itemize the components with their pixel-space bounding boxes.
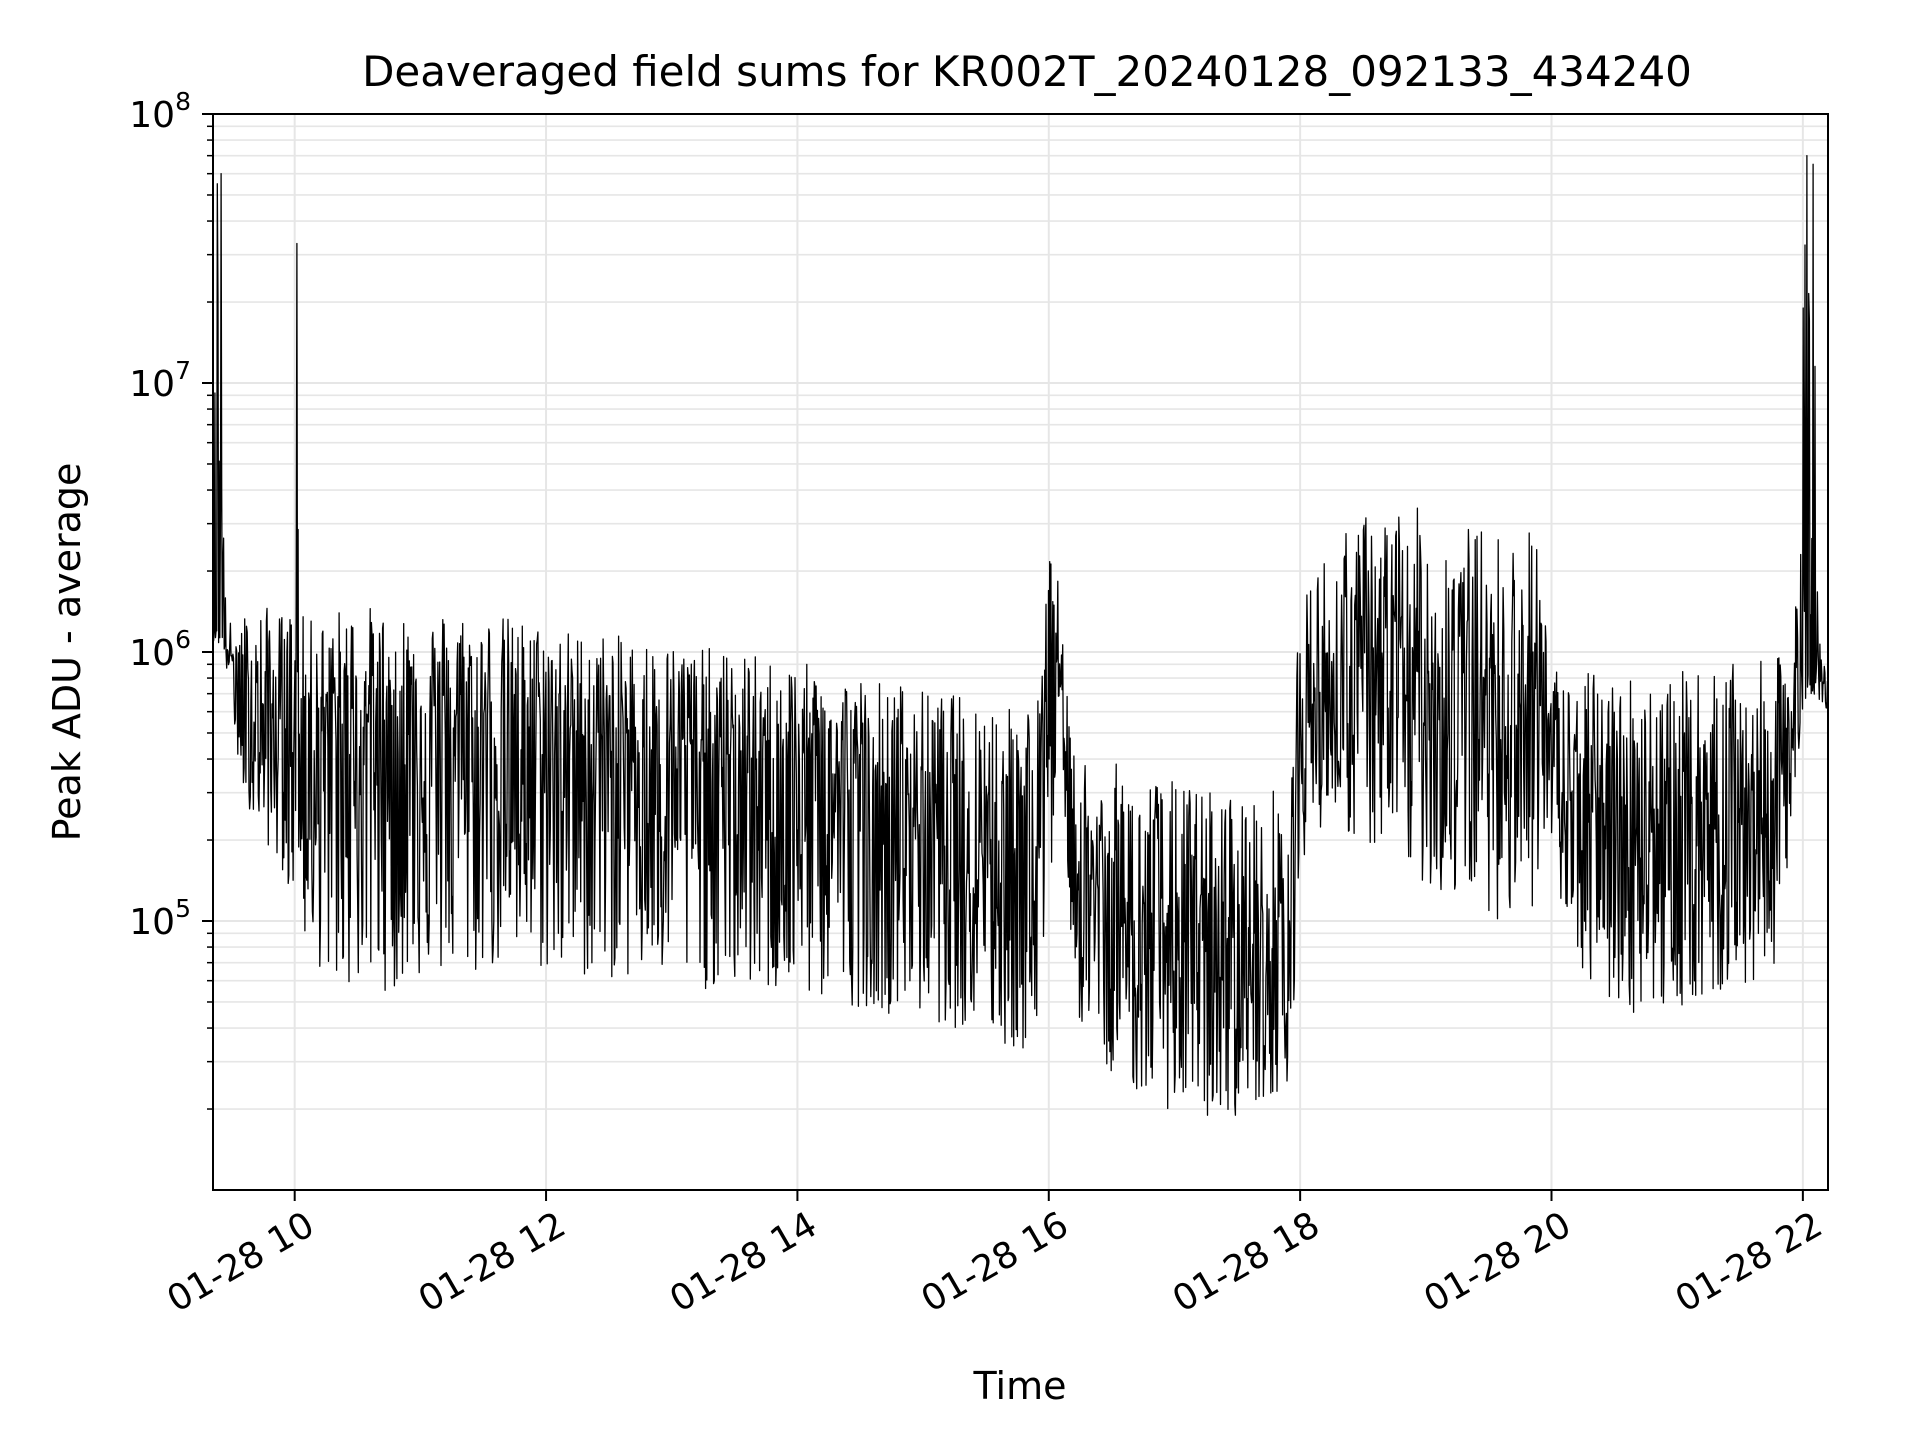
chart-title: Deaveraged field sums for KR002T_2024012… [362, 47, 1692, 96]
y-tick-label: 105 [129, 894, 191, 943]
y-tick-label: 108 [129, 87, 191, 136]
y-tick-label: 107 [129, 356, 191, 405]
x-axis-label: Time [973, 1364, 1067, 1408]
series-layer [213, 155, 1828, 1116]
series-line [213, 155, 1828, 1116]
y-tick-label: 106 [129, 625, 191, 674]
y-axis-label: Peak ADU - average [45, 463, 89, 842]
y-axis: 105 106 107 108 [129, 87, 213, 1110]
